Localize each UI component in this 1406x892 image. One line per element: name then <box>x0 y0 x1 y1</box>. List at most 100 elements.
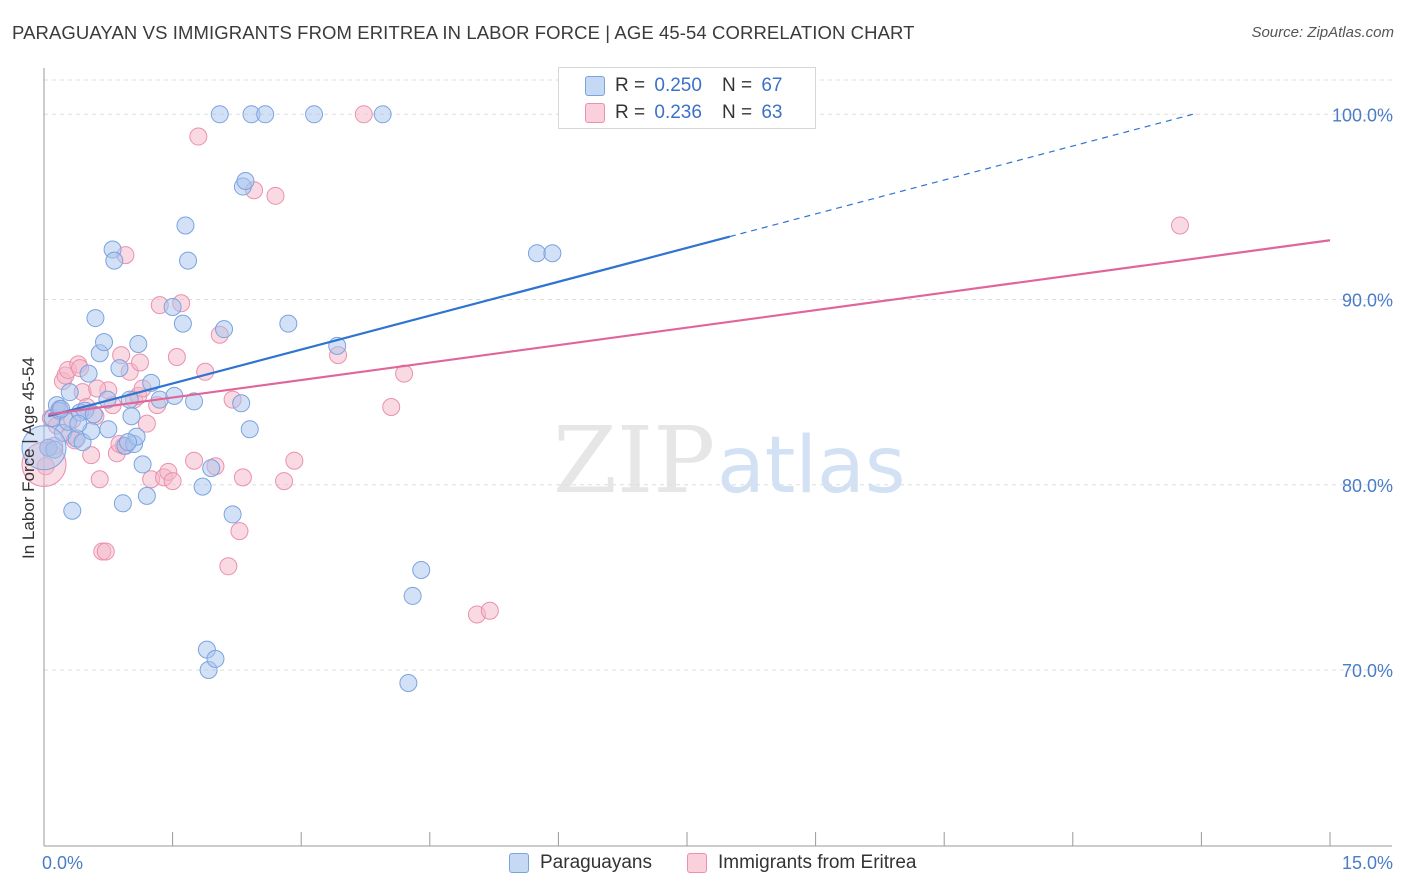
paraguayan-point <box>113 494 132 513</box>
paraguayan-point <box>193 477 212 496</box>
paraguayan-point <box>99 420 118 439</box>
eritrea-point <box>233 468 252 487</box>
eritrea-point <box>219 557 238 576</box>
eritrea-point <box>36 457 55 476</box>
legend-label: Immigrants from Eritrea <box>718 852 917 873</box>
paraguayan-point <box>215 320 234 339</box>
eritrea-point <box>275 472 294 491</box>
legend-label: Paraguayans <box>540 852 652 873</box>
legend-swatch-blue <box>585 76 605 96</box>
legend-r-label: R = <box>615 75 646 96</box>
paraguayan-point <box>210 105 229 124</box>
eritrea-point <box>131 353 150 372</box>
paraguayan-point <box>176 216 195 235</box>
source-credit: Source: ZipAtlas.com <box>1251 24 1394 41</box>
paraguayan-point <box>399 673 418 692</box>
paraguayan-point <box>45 440 64 459</box>
eritrea-point <box>266 186 285 205</box>
eritrea-point <box>90 470 109 489</box>
eritrea-point <box>137 414 156 433</box>
eritrea-point <box>382 397 401 416</box>
legend-item-eritrea: Immigrants from Eritrea <box>687 852 916 874</box>
paraguayan-point <box>240 420 259 439</box>
paraguayan-point <box>95 333 114 352</box>
paraguayan-point <box>119 433 138 452</box>
paraguayan-point <box>403 586 422 605</box>
series-legend: Paraguayans Immigrants from Eritrea <box>0 852 1406 878</box>
paraguayan-point <box>279 314 298 333</box>
legend-r-value: 0.236 <box>654 102 702 123</box>
eritrea-point <box>82 446 101 465</box>
trend-line-paraguayans-extension <box>729 113 1193 238</box>
paraguayan-point <box>129 335 148 354</box>
eritrea-point <box>88 379 107 398</box>
legend-n-label: N = <box>721 75 753 96</box>
paraguayan-point <box>69 414 88 433</box>
eritrea-point <box>189 127 208 146</box>
paraguayan-point <box>223 505 242 524</box>
legend-swatch-pink <box>687 853 707 873</box>
eritrea-point <box>354 105 373 124</box>
paraguayan-point <box>86 309 105 328</box>
paraguayan-point <box>133 455 152 474</box>
y-tick-label: 80.0% <box>1342 476 1393 496</box>
legend-n-value: 63 <box>761 102 783 123</box>
paraguayan-point <box>105 251 124 270</box>
paraguayan-point <box>173 314 192 333</box>
paraguayan-point <box>21 425 67 471</box>
eritrea-point <box>480 601 499 620</box>
eritrea-point <box>230 522 249 541</box>
trend-line-eritrea <box>48 239 1331 416</box>
watermark: ZIP atlas <box>553 407 906 514</box>
legend-n-label: N = <box>721 102 753 123</box>
paraguayan-point <box>412 560 431 579</box>
x-tick-label-max: 15.0% <box>1342 853 1393 873</box>
eritrea-point <box>163 472 182 491</box>
x-tick-label-min: 0.0% <box>42 853 83 873</box>
grid-lines <box>44 79 1392 671</box>
eritrea-point <box>185 451 204 470</box>
paraguayan-point <box>543 244 562 263</box>
watermark-zip: ZIP <box>553 407 715 514</box>
paraguayan-point <box>179 251 198 270</box>
legend-row-eritrea: R = 0.236 N = 63 <box>585 100 782 126</box>
paraguayan-point <box>163 297 182 316</box>
paraguayan-point <box>206 649 225 668</box>
paraguayan-point <box>236 171 255 190</box>
y-axis-label: In Labor Force | Age 45-54 <box>19 357 38 559</box>
legend-row-paraguayans: R = 0.250 N = 67 <box>585 73 782 99</box>
paraguayan-point <box>305 105 324 124</box>
eritrea-point <box>1170 216 1189 235</box>
correlation-legend: R = 0.250 N = 67 R = 0.236 N = 63 <box>558 67 816 129</box>
eritrea-point <box>96 542 115 561</box>
paraguayan-point <box>256 105 275 124</box>
paraguayan-point <box>232 394 251 413</box>
legend-swatch-blue <box>509 853 529 873</box>
tick-labels: 70.0% 80.0% 90.0% 100.0% 0.0% 15.0% <box>42 105 1393 873</box>
legend-n-value: 67 <box>761 75 783 96</box>
paraguayan-point <box>137 486 156 505</box>
legend-r-label: R = <box>615 102 646 123</box>
paraguayan-point <box>202 459 221 478</box>
paraguayan-point <box>110 359 129 378</box>
paraguayan-point <box>527 244 546 263</box>
trend-line-paraguayans <box>48 235 731 418</box>
y-tick-label: 100.0% <box>1332 105 1393 125</box>
axes <box>43 68 1392 847</box>
series-paraguayans-points <box>21 105 562 692</box>
chart-title: PARAGUAYAN VS IMMIGRANTS FROM ERITREA IN… <box>12 22 915 43</box>
legend-swatch-pink <box>585 103 605 123</box>
y-tick-label: 70.0% <box>1342 661 1393 681</box>
paraguayan-point <box>63 501 82 520</box>
paraguayan-point <box>185 392 204 411</box>
eritrea-point <box>196 362 215 381</box>
trend-lines <box>48 113 1331 418</box>
legend-item-paraguayans: Paraguayans <box>509 852 652 874</box>
y-tick-label: 90.0% <box>1342 291 1393 311</box>
paraguayan-point <box>60 383 79 402</box>
paraguayan-point <box>79 364 98 383</box>
watermark-atlas: atlas <box>717 421 906 511</box>
eritrea-point <box>285 451 304 470</box>
legend-r-value: 0.250 <box>654 75 702 96</box>
